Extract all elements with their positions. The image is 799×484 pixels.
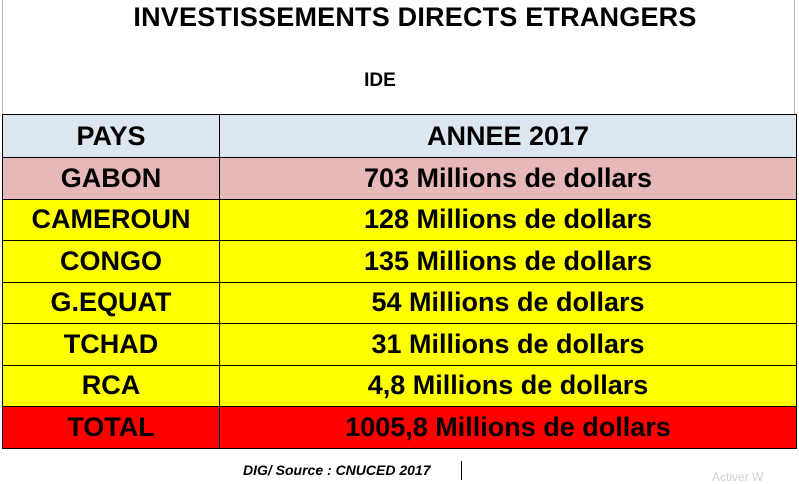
total-row: TOTAL 1005,8 Millions de dollars [2,406,797,449]
header-year: ANNEE 2017 [219,114,797,158]
country-cell: CONGO [2,240,220,283]
total-value-cell: 1005,8 Millions de dollars [219,406,797,449]
country-cell: RCA [2,364,220,407]
table-row: TCHAD 31 Millions de dollars [2,323,797,366]
page-subtitle: IDE [364,70,396,91]
ide-table: PAYS ANNEE 2017 GABON 703 Millions de do… [2,114,797,449]
frame-right-border [794,0,795,114]
value-cell: 54 Millions de dollars [219,281,797,324]
value-cell: 135 Millions de dollars [219,240,797,283]
header-country: PAYS [2,114,220,158]
frame-left-border [2,0,3,114]
country-cell: G.EQUAT [2,281,220,324]
text-cursor [461,461,462,480]
table-header-row: PAYS ANNEE 2017 [2,114,797,158]
country-cell: TCHAD [2,323,220,366]
total-label-cell: TOTAL [2,406,220,449]
source-note: DIG/ Source : CNUCED 2017 [243,462,431,478]
table-row: RCA 4,8 Millions de dollars [2,364,797,407]
value-cell: 4,8 Millions de dollars [219,364,797,407]
country-cell: GABON [2,157,220,200]
value-cell: 31 Millions de dollars [219,323,797,366]
table-row: CAMEROUN 128 Millions de dollars [2,198,797,241]
table-row: CONGO 135 Millions de dollars [2,240,797,283]
country-cell: CAMEROUN [2,198,220,241]
value-cell: 128 Millions de dollars [219,198,797,241]
table-row: GABON 703 Millions de dollars [2,157,797,200]
page-title: INVESTISSEMENTS DIRECTS ETRANGERS [133,2,697,32]
value-cell: 703 Millions de dollars [219,157,797,200]
table-row: G.EQUAT 54 Millions de dollars [2,281,797,324]
activation-watermark: Activer W [712,470,764,484]
